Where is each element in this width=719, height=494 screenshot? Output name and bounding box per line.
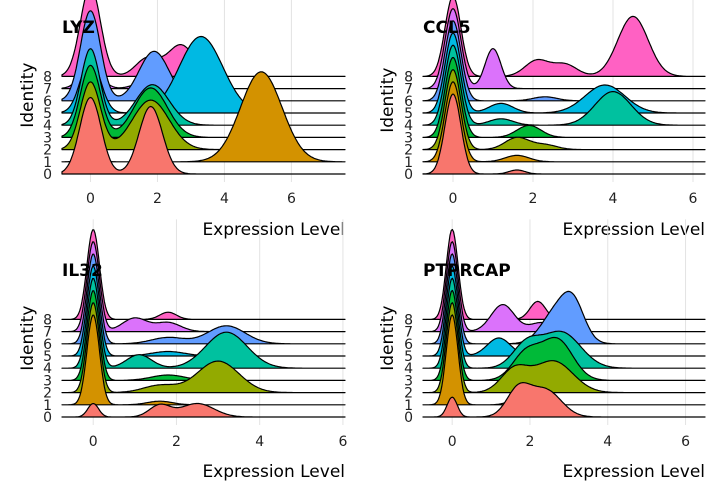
y-tick-label: 6 <box>43 337 52 353</box>
ridge-4 <box>61 48 346 126</box>
panel-title: PTPRCAP <box>423 261 511 281</box>
x-axis-title: Expression Level <box>202 220 345 240</box>
y-axis-title: Identity <box>378 68 398 133</box>
ridge-0 <box>422 93 706 175</box>
x-tick-label: 0 <box>86 191 95 207</box>
ridge-7 <box>422 8 706 90</box>
y-axis-title: Identity <box>18 63 38 128</box>
x-tick-label: 4 <box>220 191 229 207</box>
x-axis-title: Expression Level <box>562 220 705 240</box>
y-tick-label: 6 <box>43 94 52 110</box>
y-tick-label: 6 <box>404 337 413 353</box>
x-tick-label: 4 <box>603 434 612 450</box>
y-tick-label: 3 <box>43 373 52 389</box>
y-tick-label: 5 <box>43 106 52 122</box>
y-tick-label: 1 <box>404 398 413 414</box>
y-tick-label: 7 <box>43 82 52 98</box>
y-axis-title: Identity <box>378 306 398 371</box>
ridge-5 <box>61 35 346 114</box>
y-tick-label: 8 <box>43 69 52 85</box>
y-tick-label: 2 <box>43 143 52 159</box>
y-tick-label: 0 <box>404 410 413 426</box>
y-tick-label: 3 <box>43 130 52 146</box>
y-tick-label: 1 <box>43 155 52 171</box>
y-tick-label: 2 <box>404 143 413 159</box>
x-tick-label: 4 <box>255 434 264 450</box>
y-tick-label: 8 <box>43 312 52 328</box>
panel-title: IL32 <box>62 261 103 281</box>
y-tick-label: 7 <box>43 325 52 341</box>
x-tick-label: 2 <box>153 191 162 207</box>
x-tick-label: 0 <box>89 434 98 450</box>
y-tick-label: 4 <box>404 361 413 377</box>
y-tick-label: 4 <box>43 118 52 134</box>
y-tick-label: 7 <box>404 82 413 98</box>
y-tick-label: 4 <box>404 118 413 134</box>
y-tick-label: 2 <box>404 386 413 402</box>
x-axis-title: Expression Level <box>202 462 345 482</box>
panel-title: CCL5 <box>423 18 471 38</box>
y-tick-label: 1 <box>404 155 413 171</box>
y-tick-label: 3 <box>404 130 413 146</box>
ridge-8 <box>422 0 706 77</box>
y-tick-label: 4 <box>43 361 52 377</box>
x-axis-title: Expression Level <box>562 462 705 482</box>
x-tick-label: 2 <box>526 434 535 450</box>
ridge-0 <box>422 382 706 418</box>
y-tick-label: 6 <box>404 94 413 110</box>
x-tick-label: 6 <box>681 434 690 450</box>
x-tick-label: 2 <box>529 191 538 207</box>
x-tick-label: 0 <box>448 434 457 450</box>
y-tick-label: 7 <box>404 325 413 341</box>
x-tick-label: 6 <box>287 191 296 207</box>
x-tick-label: 2 <box>172 434 181 450</box>
x-tick-label: 4 <box>609 191 618 207</box>
y-tick-label: 5 <box>404 349 413 365</box>
x-tick-label: 6 <box>689 191 698 207</box>
ridge-8 <box>61 229 346 320</box>
y-tick-label: 1 <box>43 398 52 414</box>
y-tick-label: 0 <box>404 167 413 183</box>
y-tick-label: 5 <box>43 349 52 365</box>
panel-title: LYZ <box>62 18 95 38</box>
ridge-6 <box>422 253 706 345</box>
x-tick-label: 6 <box>338 434 347 450</box>
y-tick-label: 5 <box>404 106 413 122</box>
y-tick-label: 0 <box>43 410 52 426</box>
y-tick-label: 8 <box>404 69 413 85</box>
x-tick-label: 0 <box>449 191 458 207</box>
y-tick-label: 0 <box>43 167 52 183</box>
ridge-7 <box>61 241 346 333</box>
ridge-0 <box>61 96 346 175</box>
y-tick-label: 3 <box>404 373 413 389</box>
y-tick-label: 8 <box>404 312 413 328</box>
y-tick-label: 2 <box>43 386 52 402</box>
ridge-0 <box>61 402 346 418</box>
y-axis-title: Identity <box>18 306 38 371</box>
